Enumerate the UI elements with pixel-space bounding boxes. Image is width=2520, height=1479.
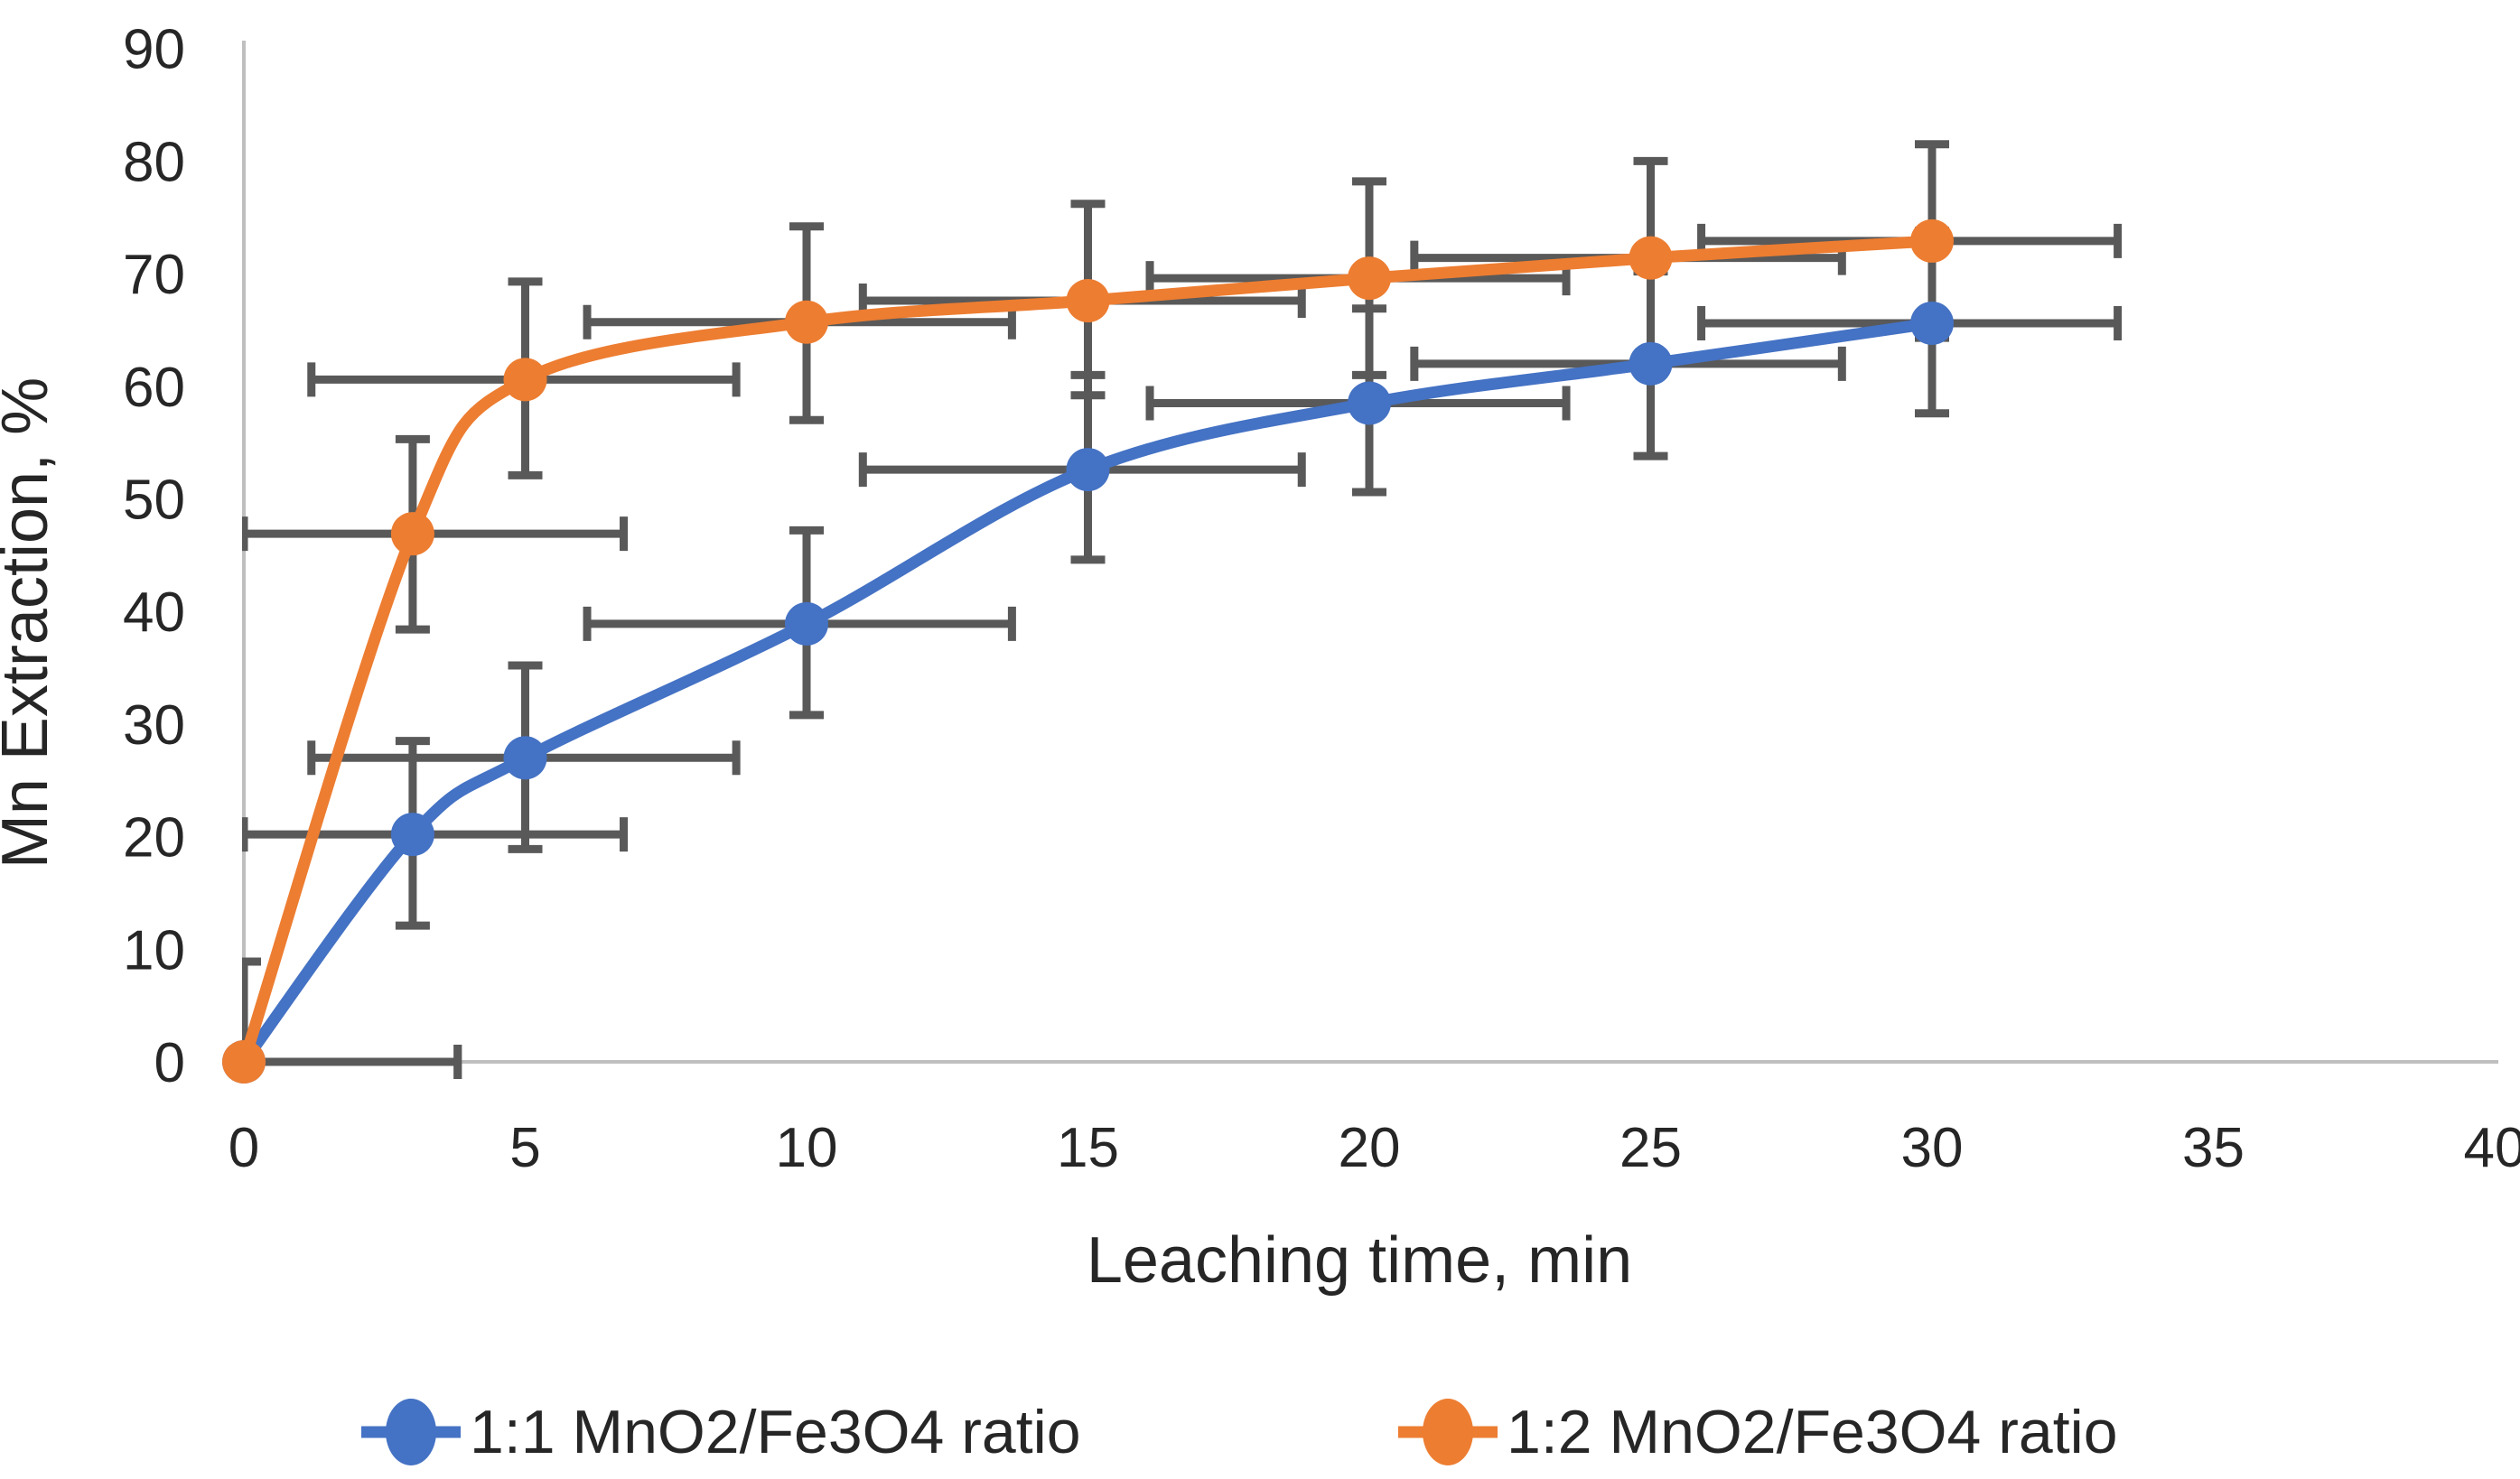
y-tick-label: 30 (123, 694, 185, 757)
data-point-marker (390, 512, 434, 556)
axis-lines (242, 41, 2498, 1064)
data-point-marker (222, 1040, 266, 1084)
data-point-marker (1066, 279, 1110, 323)
y-tick-label: 70 (123, 244, 185, 306)
data-point-marker (1348, 381, 1391, 425)
data-point-marker (390, 813, 434, 857)
error-bars (242, 140, 2123, 1079)
x-axis-title: Leaching time, min (1087, 1224, 1632, 1297)
legend-line-dot-icon (361, 1399, 461, 1465)
x-tick-label: 5 (509, 1117, 540, 1179)
y-tick-label: 90 (123, 19, 185, 81)
legend-item-ratio-1-1: 1:1 MnO2/Fe3O4 ratio (361, 1389, 1081, 1475)
x-tick-label: 40 (2464, 1117, 2520, 1179)
legend: 1:1 MnO2/Fe3O4 ratio 1:2 MnO2/Fe3O4 rati… (0, 1389, 2520, 1475)
data-point-marker (1066, 448, 1110, 492)
data-point-marker (503, 358, 547, 402)
y-tick-label: 40 (123, 581, 185, 644)
series-line-1-2 (238, 235, 1938, 1068)
y-tick-label: 0 (154, 1032, 185, 1094)
x-tick-label: 35 (2182, 1117, 2245, 1179)
series-lines (222, 219, 1954, 1084)
x-tick-label: 15 (1057, 1117, 1119, 1179)
y-axis-title: Mn Extraction, % (0, 377, 61, 869)
series-line-1-1 (238, 317, 1938, 1068)
data-point-marker (1910, 219, 1954, 263)
legend-line-dot-icon (1398, 1399, 1498, 1465)
x-tick-label: 25 (1619, 1117, 1682, 1179)
data-point-marker (1348, 256, 1391, 301)
data-point-marker (1629, 236, 1673, 280)
y-tick-label: 80 (123, 131, 185, 193)
y-tick-label: 10 (123, 919, 185, 981)
data-point-marker (1910, 301, 1954, 345)
data-point-marker (503, 736, 547, 780)
tick-labels: 0 10 20 30 40 50 60 70 80 90 0 5 10 15 20 25 30 35 40 (123, 19, 2520, 1179)
y-tick-label: 60 (123, 357, 185, 419)
data-point-marker (785, 300, 828, 344)
x-tick-label: 10 (776, 1117, 838, 1179)
y-tick-label: 50 (123, 470, 185, 532)
legend-label: 1:2 MnO2/Fe3O4 ratio (1507, 1398, 2118, 1466)
legend-label: 1:1 MnO2/Fe3O4 ratio (470, 1398, 1081, 1466)
x-tick-label: 20 (1339, 1117, 1401, 1179)
x-tick-label: 30 (1901, 1117, 1964, 1179)
y-tick-label: 20 (123, 807, 185, 870)
data-point-marker (785, 601, 828, 646)
data-point-marker (1629, 341, 1673, 386)
x-tick-label: 0 (229, 1117, 259, 1179)
legend-item-ratio-1-2: 1:2 MnO2/Fe3O4 ratio (1398, 1389, 2118, 1475)
